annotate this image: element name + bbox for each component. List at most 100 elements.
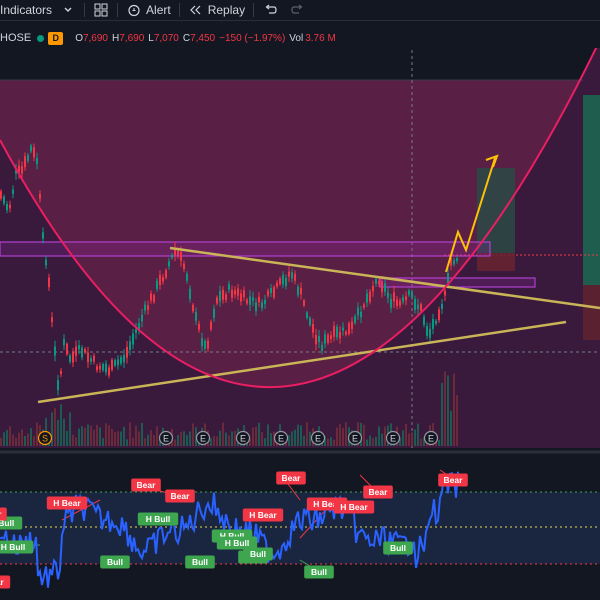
event-marker-label: E [315,434,321,444]
divergence-tag-label: H Bear [53,498,81,508]
volume-bar [216,436,218,446]
bull-divergence-tag[interactable] [304,565,334,579]
earnings-marker[interactable] [310,430,326,446]
candle-body [48,277,50,288]
volume-bar [78,428,80,446]
candle-body [72,352,74,363]
bear-divergence-tag[interactable] [131,478,161,492]
volume-bar [81,426,83,446]
bull-divergence-tag[interactable] [185,555,215,569]
candle-body [195,311,197,321]
candle-body [180,251,182,261]
volume-bar [27,433,29,446]
earnings-marker[interactable] [385,430,401,446]
candle-body [294,273,296,281]
candle-body [138,323,140,330]
divergence-tag-label: Bear [0,509,2,519]
volume-bar [120,431,122,446]
bull-divergence-tag[interactable] [216,536,258,550]
candle-body [120,357,122,364]
bear-divergence-tag[interactable] [0,575,11,589]
candle-body [390,298,392,308]
bull-divergence-tag[interactable] [383,541,413,555]
projection-path[interactable] [445,157,496,273]
candle-body [258,296,260,303]
earnings-marker[interactable] [273,430,289,446]
alert-button[interactable]: Alert [126,0,171,20]
candle-body [210,321,212,330]
bull-divergence-tag[interactable] [243,547,273,561]
right-red-zone [583,285,600,340]
candle-body [441,303,443,310]
candles [0,143,458,396]
bear-divergence-tag[interactable] [438,473,468,487]
timeframe-badge[interactable]: D [48,31,64,45]
candle-body [426,325,428,336]
bull-divergence-tag[interactable] [0,540,34,554]
volume-bar [417,423,419,446]
divergence-tag-label: H Bull [146,514,171,524]
volume-bar [84,427,86,446]
candle-body [144,304,146,311]
divergence-tag-label: H Bear [0,577,4,587]
redo-icon[interactable] [290,2,306,18]
candle-body [108,367,110,376]
bear-divergence-tag[interactable] [0,507,7,521]
candle-body [273,287,275,298]
split-marker[interactable] [37,430,53,446]
candle-body [396,299,398,306]
bear-divergence-tag[interactable] [333,500,375,514]
undo-icon[interactable] [262,2,278,18]
bull-divergence-tag[interactable] [100,555,130,569]
earnings-marker[interactable] [235,430,251,446]
candle-body [78,345,80,350]
upper-trendline[interactable] [169,246,600,310]
candle-body [417,304,419,309]
candle-body [225,294,227,301]
chevron-down-icon[interactable] [60,2,76,18]
candle-body [123,355,125,363]
candle-body [255,302,257,312]
event-marker-label: E [390,434,396,444]
bear-divergence-tag[interactable] [276,471,306,485]
bear-divergence-tag[interactable] [363,485,393,499]
earnings-marker[interactable] [423,430,439,446]
volume-bar [111,428,113,446]
indicators-button[interactable]: Indicators [0,0,52,20]
volume-bar [399,437,401,446]
volume-bar [0,437,2,446]
layout-grid-icon[interactable] [93,2,109,18]
volume-bar [225,432,227,446]
volume-bar [228,435,230,446]
earnings-marker[interactable] [195,430,211,446]
volume-bar [342,427,344,446]
replay-button[interactable]: Replay [188,0,245,20]
volume-bar [219,430,221,446]
symbol-exchange[interactable]: HOSE [0,32,32,44]
candle-body [219,290,221,302]
volume-bar [213,435,215,446]
cup-curve[interactable] [0,40,600,389]
candle-body [240,293,242,302]
divider [84,3,86,17]
divergence-tag-label: H Bull [225,538,250,548]
candle-body [90,358,92,362]
candle-body [183,263,185,269]
bear-divergence-tag[interactable] [165,489,195,503]
bear-divergence-tag[interactable] [242,508,284,522]
volume-bar [423,437,425,446]
volume-bar [126,439,128,446]
volume-bar [66,430,68,446]
volume-bar [381,433,383,446]
candle-body [231,289,233,298]
volume-bar [147,434,149,446]
bear-divergence-tag[interactable] [46,496,88,510]
volume-bar [63,418,65,446]
volume-bar [60,404,62,446]
earnings-marker[interactable] [158,430,174,446]
lower-trendline[interactable] [37,320,567,404]
earnings-marker[interactable] [347,430,363,446]
candle-body [174,247,176,256]
bull-divergence-tag[interactable] [137,512,179,526]
